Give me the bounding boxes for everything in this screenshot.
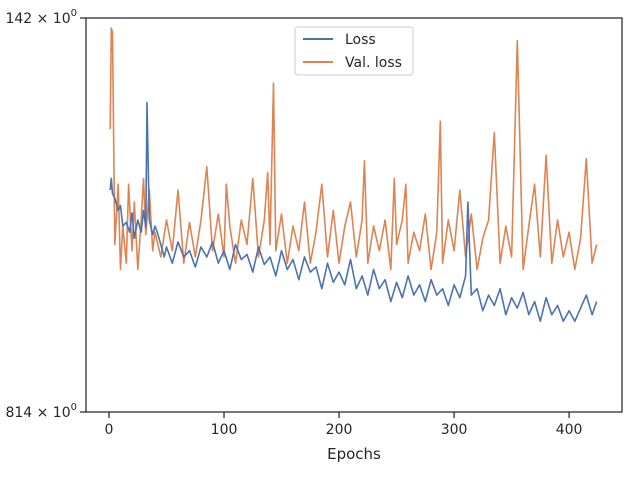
y-tick-label: 142 × 100 (5, 8, 77, 27)
x-tick-label: 200 (326, 422, 353, 438)
x-tick-label: 400 (556, 422, 583, 438)
plot-frame (85, 17, 623, 413)
loss-series-line (109, 101, 598, 323)
x-tick-label: 0 (105, 422, 114, 438)
legend-label: Val. loss (345, 55, 402, 71)
y-ticks: 142 × 100 814 × 100 (5, 8, 86, 421)
x-axis-title: Epochs (327, 445, 381, 463)
legend: Loss Val. loss (294, 26, 414, 76)
x-ticks: 0 100 200 300 400 (105, 412, 583, 438)
x-tick-label: 100 (211, 422, 238, 438)
legend-label: Loss (345, 32, 376, 48)
series-layer (109, 27, 598, 323)
val-loss-series-line (109, 27, 598, 271)
x-tick-label: 300 (441, 422, 468, 438)
y-tick-label: 814 × 100 (5, 402, 77, 421)
